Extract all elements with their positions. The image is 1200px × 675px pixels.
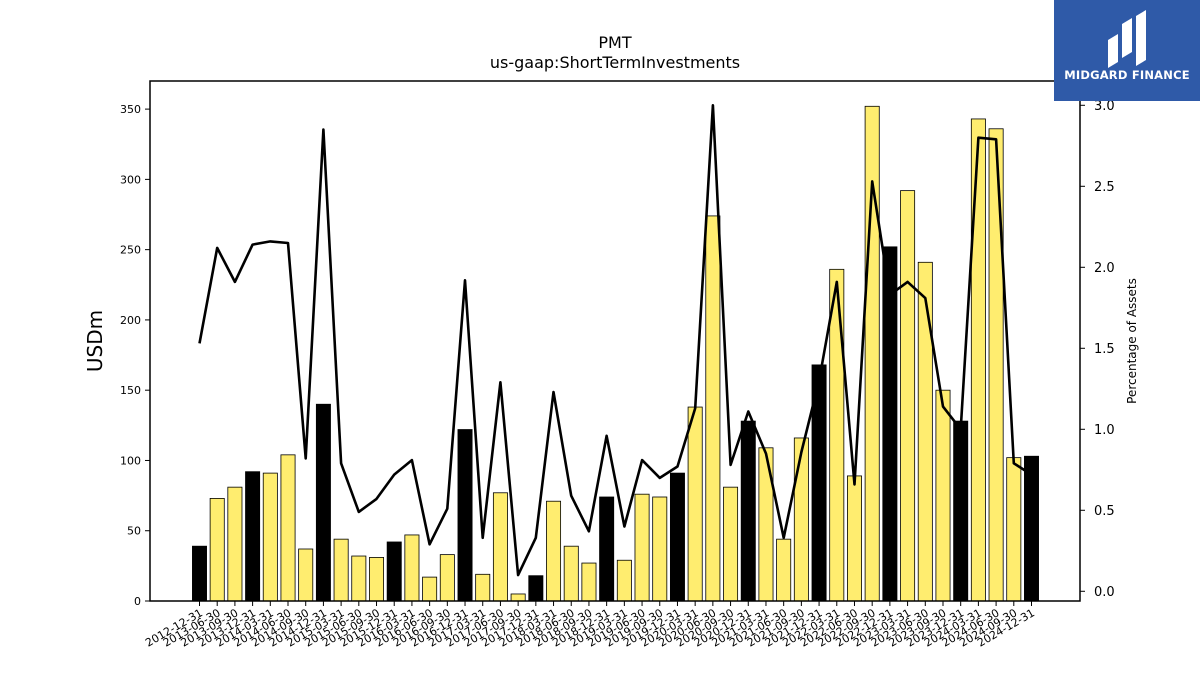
bar (935, 389, 951, 602)
bar (298, 548, 314, 602)
bar (404, 534, 420, 602)
bar (917, 261, 933, 602)
y-tick-label: 250 (120, 244, 141, 257)
y-tick-label: 350 (120, 103, 141, 116)
bar (829, 268, 845, 602)
bar (723, 486, 739, 602)
bar (652, 496, 668, 602)
bar (280, 454, 296, 602)
bar (209, 498, 225, 602)
bar (262, 472, 278, 602)
line-series (198, 104, 1033, 577)
brand-logo: MIDGARD FINANCE (1054, 0, 1200, 101)
bar (492, 492, 508, 602)
bar (669, 472, 685, 602)
y2-axis-label: Percentage of Assets (1125, 278, 1139, 404)
bar (422, 576, 438, 602)
y-axis-label: USDm (83, 310, 107, 372)
bar (192, 545, 207, 602)
bar (988, 128, 1004, 602)
y2-tick-label: 0.0 (1094, 585, 1115, 600)
x-axis: 2012-12-312013-06-302013-09-302013-12-31… (143, 601, 1037, 650)
bar-series (192, 105, 1039, 602)
bar (475, 573, 491, 602)
y-tick-label: 100 (120, 454, 141, 467)
y-tick-label: 0 (134, 595, 141, 608)
bar (439, 554, 455, 602)
y2-tick-label: 0.5 (1094, 504, 1115, 519)
y-tick-label: 300 (120, 173, 141, 186)
line-series-path (198, 104, 1033, 577)
bar (882, 246, 898, 602)
bar (599, 496, 615, 602)
y-axis-left: 0 50 100 150 200 250 300 350 (120, 103, 150, 608)
chart-subtitle: us-gaap:ShortTermInvestments (490, 53, 740, 72)
bar (315, 403, 331, 602)
bar (528, 575, 544, 602)
brand-name: MIDGARD FINANCE (1064, 68, 1190, 82)
bar (616, 559, 632, 602)
bar (1006, 457, 1022, 602)
bar (581, 562, 597, 602)
y2-tick-label: 2.5 (1094, 180, 1115, 195)
y-tick-label: 150 (120, 384, 141, 397)
bar (245, 471, 261, 602)
bar (687, 406, 703, 602)
plot-frame (149, 80, 1081, 602)
bar (510, 593, 526, 602)
bar (546, 500, 562, 602)
chart-title: PMT (598, 33, 631, 52)
bar (634, 493, 650, 602)
y-tick-label: 50 (127, 525, 141, 538)
bar (970, 118, 986, 602)
bar (900, 190, 916, 602)
bar (776, 538, 792, 602)
bar (740, 420, 756, 602)
y2-tick-label: 2.0 (1094, 261, 1115, 276)
y2-tick-label: 1.0 (1094, 423, 1115, 438)
bar (457, 429, 473, 602)
bar (227, 486, 243, 602)
y-tick-label: 200 (120, 314, 141, 327)
bar (333, 538, 349, 602)
bar (705, 215, 721, 602)
bar (1024, 455, 1039, 602)
y2-tick-label: 1.5 (1094, 342, 1115, 357)
bar (369, 557, 385, 602)
midgard-logo-icon (1108, 10, 1146, 68)
bar (793, 437, 809, 602)
y-axis-right: 0.0 0.5 1.0 1.5 2.0 2.5 3.0 (1080, 99, 1115, 600)
bar (846, 475, 862, 602)
bar (386, 541, 402, 602)
bar (563, 545, 579, 602)
y2-tick-label: 3.0 (1094, 99, 1115, 114)
bar (953, 420, 969, 602)
bar (351, 555, 367, 602)
